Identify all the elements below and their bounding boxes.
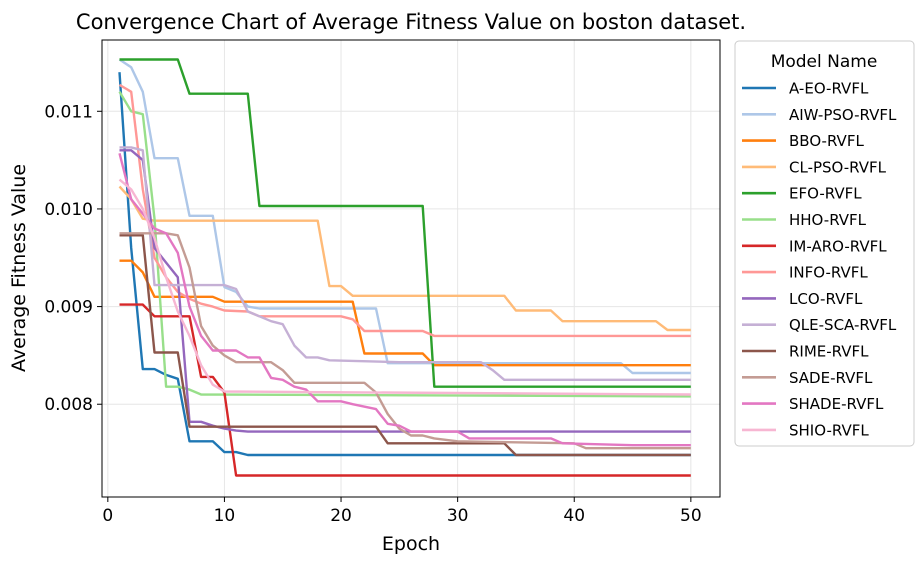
series-line-sade-rvfl (119, 232, 691, 450)
y-axis-ticks: 0.008 0.009 0.010 0.011 (44, 102, 102, 415)
grid (102, 40, 720, 497)
series-line-rime-rvfl (119, 234, 691, 457)
x-tick-label: 30 (447, 506, 469, 526)
y-tick-label: 0.008 (44, 395, 93, 415)
legend-label: QLE-SCA-RVFL (789, 316, 897, 334)
series-line-info-rvfl (118, 83, 691, 338)
chart-title: Convergence Chart of Average Fitness Val… (76, 10, 746, 34)
legend-label: LCO-RVFL (789, 290, 863, 308)
y-axis-label: Average Fitness Value (8, 164, 30, 372)
x-tick-label: 50 (680, 506, 702, 526)
legend-label: BBO-RVFL (789, 132, 864, 150)
x-tick-label: 10 (214, 506, 236, 526)
series-line-bbo-rvfl (119, 259, 691, 367)
series-line-qle-sca-rvfl (119, 146, 691, 381)
series-line-im-aro-rvfl (119, 303, 691, 477)
series-line-a-eo-rvfl (118, 72, 691, 457)
series-line-shio-rvfl (118, 178, 691, 396)
legend-items: A-EO-RVFL AIW-PSO-RVFL BBO-RVFL CL-PSO-RVFL… (742, 80, 897, 439)
legend-label: SHADE-RVFL (789, 395, 884, 413)
legend-label: SADE-RVFL (789, 369, 873, 387)
legend-label: INFO-RVFL (789, 264, 868, 282)
series-line-aiw-pso-rvfl (118, 58, 691, 375)
series-line-hho-rvfl (118, 91, 691, 398)
legend: Model Name A-EO-RVFL AIW-PSO-RVFL BBO-RVFL… (734, 40, 915, 447)
legend-label: RIME-RVFL (789, 343, 869, 361)
series-line-efo-rvfl (119, 58, 691, 388)
legend-frame (734, 40, 915, 447)
legend-label: IM-ARO-RVFL (789, 237, 887, 255)
y-tick-label: 0.009 (44, 298, 93, 318)
y-tick-label: 0.011 (44, 102, 93, 122)
x-tick-label: 20 (330, 506, 352, 526)
series-line-shade-rvfl (118, 153, 691, 447)
legend-title: Model Name (771, 52, 878, 72)
x-axis-label: Epoch (382, 533, 440, 555)
legend-label: A-EO-RVFL (789, 80, 869, 98)
x-tick-label: 0 (102, 506, 113, 526)
x-tick-label: 40 (563, 506, 585, 526)
legend-label: HHO-RVFL (789, 211, 867, 229)
x-axis-ticks: 0 10 20 30 40 50 (102, 497, 702, 526)
legend-label: CL-PSO-RVFL (789, 158, 887, 176)
plot-background (102, 40, 720, 497)
series-lines (118, 58, 691, 477)
legend-label: EFO-RVFL (789, 185, 862, 203)
plot-frame (101, 39, 721, 498)
legend-label: SHIO-RVFL (789, 421, 869, 439)
y-tick-label: 0.010 (44, 200, 93, 220)
legend-label: AIW-PSO-RVFL (789, 106, 897, 124)
